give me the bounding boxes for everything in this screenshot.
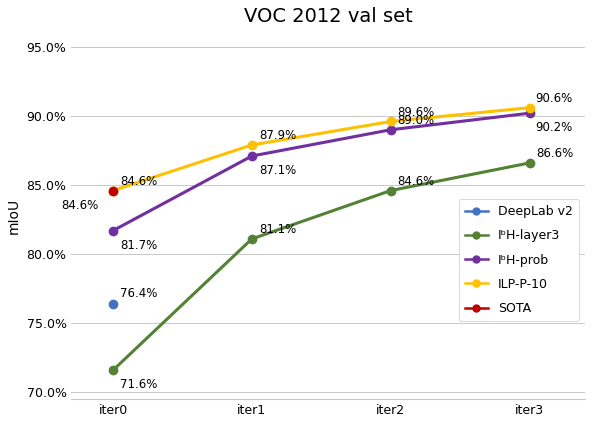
Text: 76.4%: 76.4% (120, 287, 157, 300)
Text: 87.9%: 87.9% (259, 129, 296, 142)
Text: 71.6%: 71.6% (120, 378, 157, 391)
Text: 81.7%: 81.7% (120, 239, 157, 252)
Text: 86.6%: 86.6% (536, 148, 574, 160)
Text: 84.6%: 84.6% (62, 198, 99, 212)
Text: 89.0%: 89.0% (398, 114, 435, 127)
Text: 90.2%: 90.2% (535, 121, 572, 134)
Text: 81.1%: 81.1% (259, 223, 296, 236)
Title: VOC 2012 val set: VOC 2012 val set (244, 7, 413, 26)
Text: 90.6%: 90.6% (535, 92, 572, 105)
Text: 84.6%: 84.6% (120, 175, 157, 188)
Text: 84.6%: 84.6% (398, 175, 435, 188)
Legend: DeepLab v2, IᵇH-layer3, IᵇH-prob, ILP-P-10, SOTA: DeepLab v2, IᵇH-layer3, IᵇH-prob, ILP-P-… (459, 199, 579, 321)
Y-axis label: mIoU: mIoU (7, 198, 21, 234)
Text: 87.1%: 87.1% (259, 164, 296, 177)
Text: 89.6%: 89.6% (398, 106, 435, 119)
